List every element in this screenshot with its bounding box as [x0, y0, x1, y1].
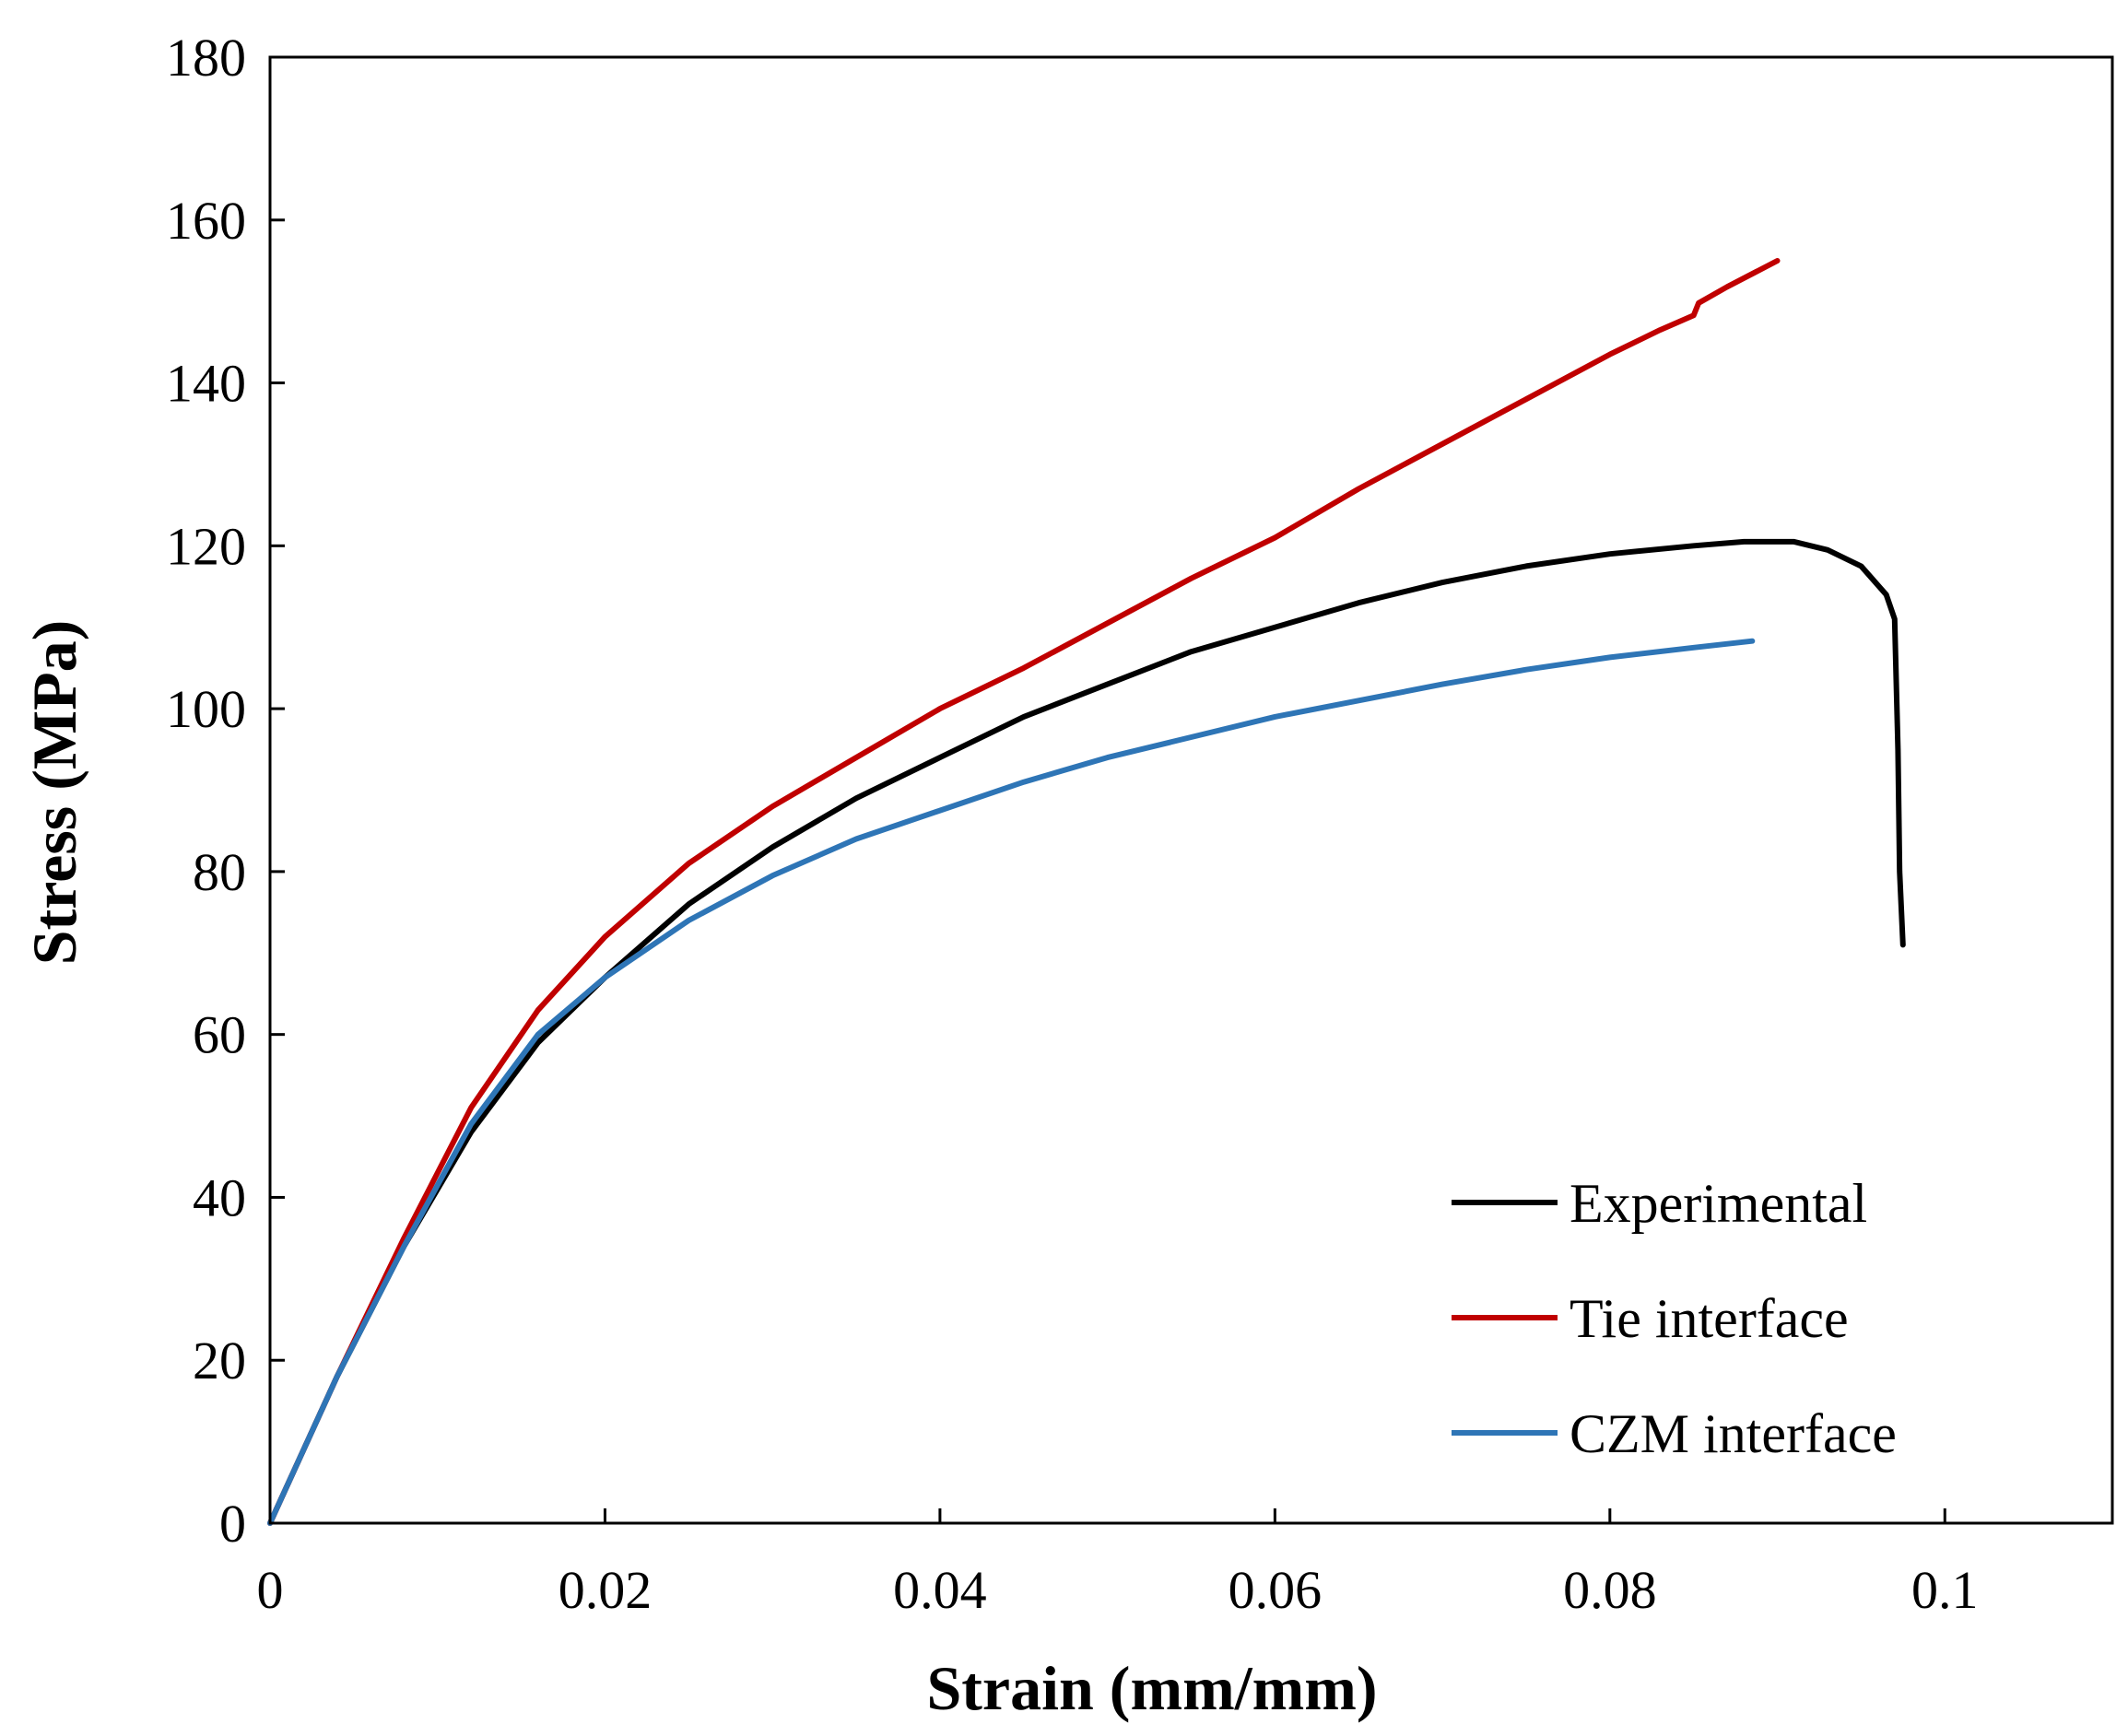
y-tick-label: 180 [166, 28, 246, 88]
x-tick-label: 0.04 [893, 1560, 987, 1620]
y-tick-label: 40 [193, 1167, 246, 1227]
legend: Experimental Tie interface CZM interface [1452, 1173, 1897, 1464]
y-axis-title: Stress (MPa) [19, 620, 89, 966]
legend-label-tie-interface: Tie interface [1570, 1288, 1849, 1349]
x-tick-label: 0.02 [558, 1560, 653, 1620]
x-tick-label: 0 [257, 1560, 284, 1620]
y-tick-label: 20 [193, 1331, 246, 1390]
y-tick-label: 140 [166, 354, 246, 414]
series-lines [267, 258, 1906, 1526]
y-tick-label: 0 [219, 1494, 246, 1554]
series-line-experimental [267, 538, 1906, 1526]
x-axis-ticks: 0 0.02 0.04 0.06 0.08 0.1 [257, 1508, 1979, 1620]
legend-label-experimental: Experimental [1570, 1173, 1867, 1234]
x-axis-title: Strain (mm/mm) [926, 1653, 1377, 1723]
x-tick-label: 0.08 [1563, 1560, 1657, 1620]
y-tick-label: 60 [193, 1005, 246, 1065]
series-line-tie-interface [267, 258, 1781, 1526]
y-tick-label: 120 [166, 516, 246, 576]
y-axis-ticks: 0 20 40 60 80 100 120 140 160 180 [166, 28, 285, 1554]
plot-area-frame [268, 55, 2114, 1525]
x-tick-label: 0.1 [1911, 1560, 1979, 1620]
x-tick-label: 0.06 [1229, 1560, 1323, 1620]
y-tick-label: 80 [193, 842, 246, 902]
legend-label-czm-interface: CZM interface [1570, 1403, 1897, 1464]
y-tick-label: 100 [166, 679, 246, 739]
y-tick-label: 160 [166, 191, 246, 251]
series-line-czm-interface [267, 638, 1756, 1526]
